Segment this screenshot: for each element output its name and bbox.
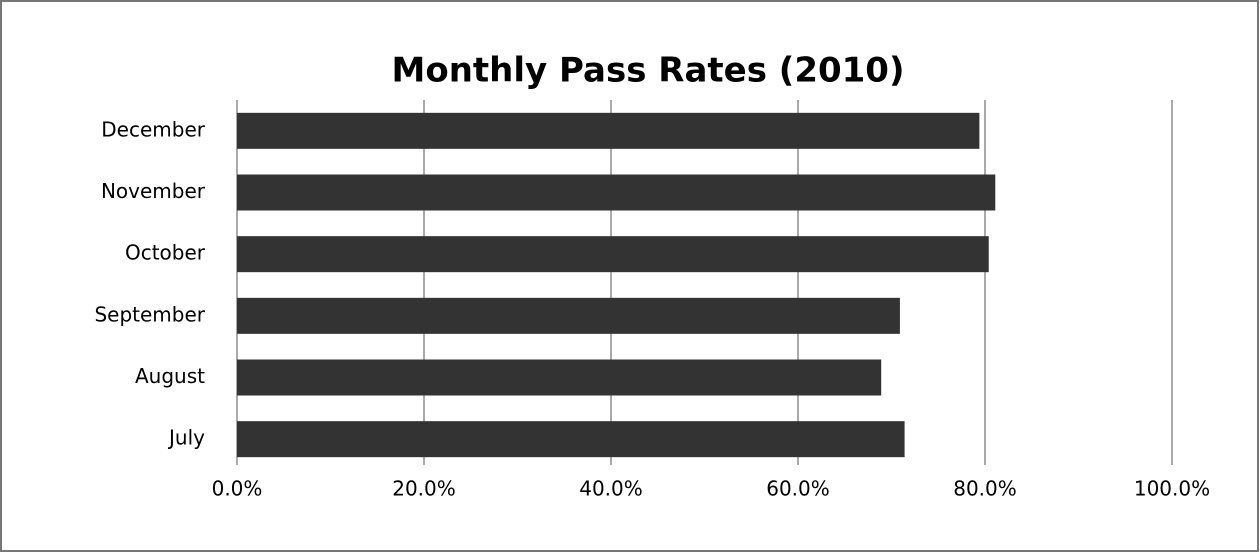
y-tick-label: July bbox=[167, 426, 205, 450]
x-tick-label: 40.0% bbox=[579, 477, 643, 501]
y-tick-label: August bbox=[135, 364, 205, 388]
bar bbox=[237, 174, 996, 211]
y-tick-label: December bbox=[101, 117, 205, 141]
x-tick-label: 80.0% bbox=[953, 477, 1017, 501]
y-tick-label: October bbox=[125, 241, 206, 265]
bar bbox=[237, 236, 989, 273]
x-tick-label: 0.0% bbox=[212, 477, 263, 501]
y-tick-label: November bbox=[101, 179, 206, 203]
bar bbox=[237, 112, 980, 149]
x-tick-label: 100.0% bbox=[1134, 477, 1210, 501]
chart-title: Monthly Pass Rates (2010) bbox=[392, 51, 905, 91]
x-tick-label: 20.0% bbox=[392, 477, 456, 501]
bar bbox=[237, 359, 882, 396]
bar bbox=[237, 297, 900, 334]
y-tick-label: September bbox=[94, 302, 205, 326]
bar bbox=[237, 421, 905, 458]
x-tick-label: 60.0% bbox=[766, 477, 830, 501]
